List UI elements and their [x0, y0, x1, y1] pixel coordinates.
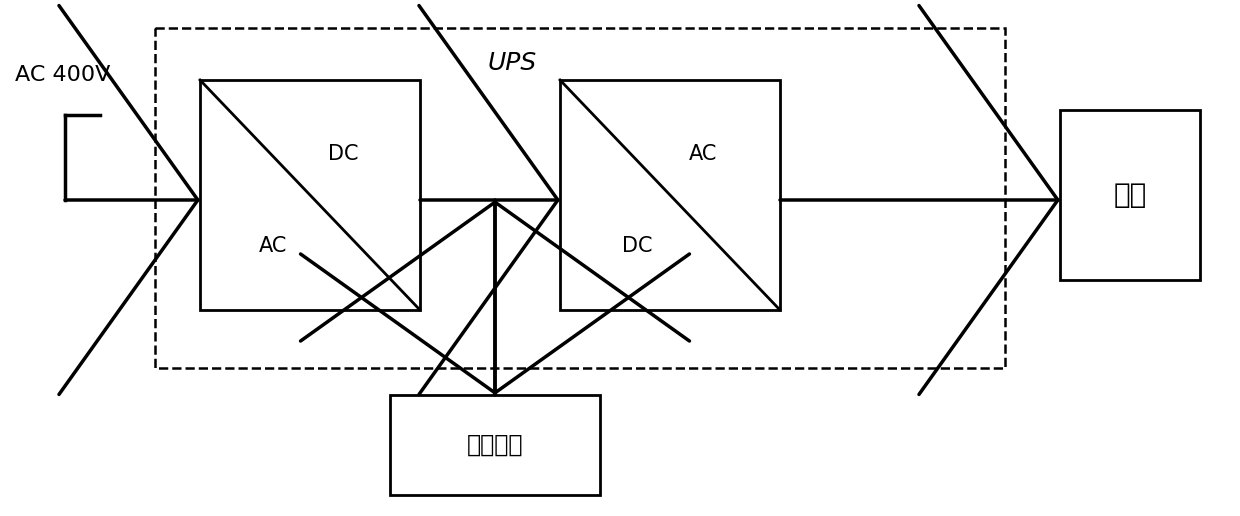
Text: DC: DC: [327, 143, 358, 164]
Text: 铅酸电池: 铅酸电池: [466, 433, 523, 457]
Text: AC 400V: AC 400V: [15, 65, 110, 85]
Bar: [391, 395, 600, 495]
Bar: [200, 80, 420, 310]
Text: AC: AC: [258, 236, 286, 255]
Bar: [155, 28, 1004, 368]
Text: AC: AC: [688, 143, 717, 164]
Bar: [1060, 110, 1200, 280]
Text: DC: DC: [621, 236, 652, 255]
Text: UPS: UPS: [487, 51, 537, 75]
Text: 负载: 负载: [1114, 181, 1147, 209]
Bar: [560, 80, 780, 310]
